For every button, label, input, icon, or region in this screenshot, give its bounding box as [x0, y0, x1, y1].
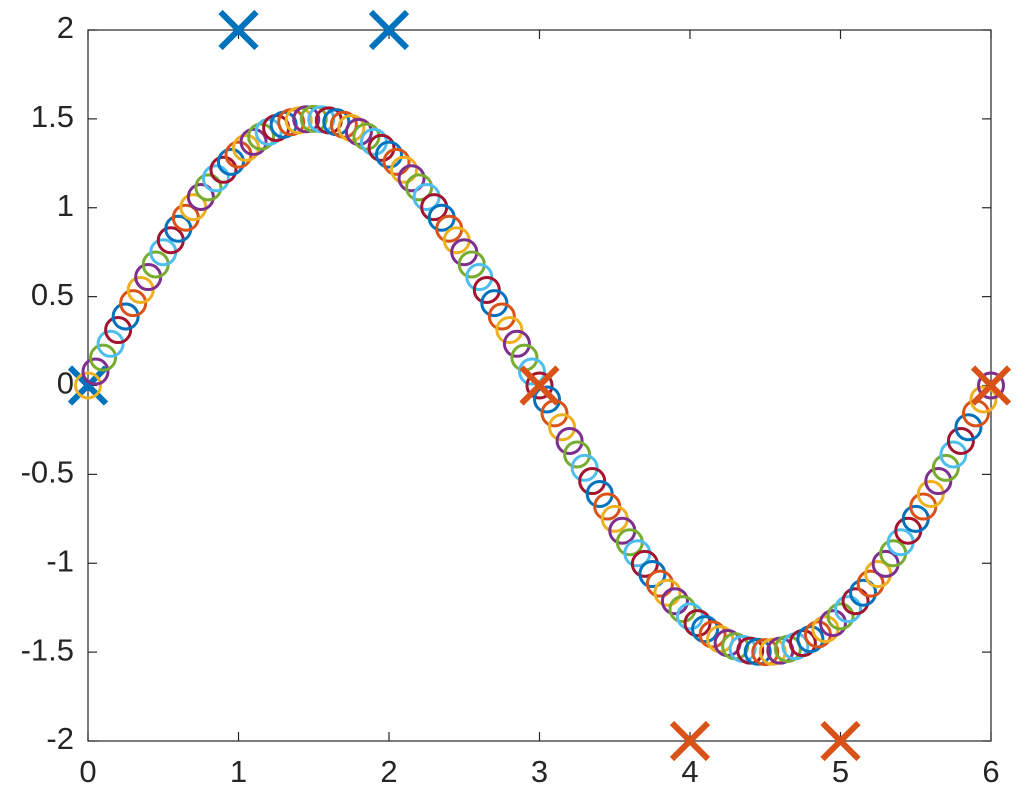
point [969, 385, 998, 414]
point [653, 578, 682, 607]
point [931, 453, 960, 482]
point [517, 357, 546, 386]
point [292, 105, 321, 134]
x-marker [669, 720, 711, 762]
point [344, 117, 373, 146]
point [104, 316, 133, 345]
point [841, 587, 870, 616]
x-tick-label: 3 [531, 754, 548, 789]
point [668, 595, 697, 624]
x-marker [519, 365, 560, 406]
y-tick-label: -0.5 [21, 455, 74, 490]
point [96, 329, 125, 358]
point [397, 164, 426, 193]
y-tick-label: 1.5 [31, 99, 74, 134]
point [472, 275, 501, 304]
point [502, 329, 531, 358]
point [367, 133, 396, 162]
point [939, 440, 968, 469]
point [555, 426, 584, 455]
point [818, 609, 847, 638]
point [977, 371, 1005, 400]
point [796, 625, 825, 654]
y-tick-label: -1 [46, 543, 74, 578]
point [924, 467, 953, 496]
x-tick-label: 1 [230, 754, 247, 789]
x-tick-label: 2 [380, 754, 397, 789]
x-tick-label: 5 [832, 754, 849, 789]
point [239, 127, 268, 156]
x-marker [67, 365, 109, 406]
x-marker [970, 365, 1012, 406]
point [405, 173, 434, 202]
point [89, 343, 118, 372]
point [194, 173, 223, 202]
point [390, 155, 419, 184]
y-tick-label: -2 [46, 721, 74, 756]
point [856, 569, 885, 598]
point [495, 316, 524, 345]
y-tick-label: -1.5 [21, 632, 74, 667]
point [299, 104, 328, 133]
point [209, 155, 238, 184]
point [533, 385, 562, 414]
point [548, 413, 577, 442]
point [660, 587, 689, 616]
point [946, 426, 975, 455]
point [954, 413, 983, 442]
point [698, 620, 727, 649]
point [570, 453, 599, 482]
point [525, 371, 554, 400]
x-marker [218, 9, 259, 51]
point [201, 164, 230, 193]
point [563, 440, 592, 469]
y-tick-label: 1 [57, 188, 74, 223]
point [751, 638, 780, 667]
point [834, 595, 863, 624]
point [74, 371, 102, 400]
y-tick-label: 0.5 [31, 277, 74, 312]
y-tick-label: 0 [57, 366, 74, 401]
x-marker [368, 9, 410, 51]
point [480, 289, 509, 318]
point [186, 182, 215, 211]
point [743, 637, 772, 666]
point [119, 289, 148, 318]
x-tick-label: 0 [79, 754, 96, 789]
point [247, 122, 276, 151]
point [638, 560, 667, 589]
x-tick-label: 4 [681, 754, 698, 789]
point [216, 147, 245, 176]
point [111, 302, 140, 331]
point [382, 147, 411, 176]
x-tick-label: 6 [982, 754, 999, 789]
point [691, 615, 720, 644]
point [375, 140, 403, 169]
point [826, 602, 855, 631]
point [81, 357, 110, 386]
point [849, 578, 878, 607]
y-tick-label: 2 [57, 10, 74, 45]
point [487, 302, 516, 331]
point [645, 569, 674, 598]
x-marker [820, 720, 861, 762]
